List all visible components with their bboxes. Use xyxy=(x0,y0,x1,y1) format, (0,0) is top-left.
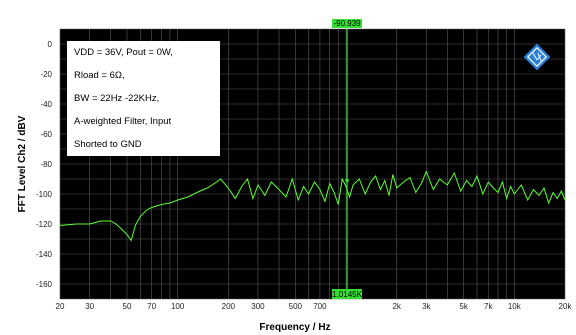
annotation-line-1: VDD = 36V, Pout = 0W, xyxy=(74,47,173,58)
y-tick-label: 0 xyxy=(48,40,53,49)
annotation-line-3: BW = 22Hz -22KHz, xyxy=(74,93,159,104)
y-tick-label: -40 xyxy=(40,100,52,109)
x-tick-label: 7k xyxy=(484,302,493,311)
y-tick-label: -100 xyxy=(36,190,53,199)
annotation-line-4: A-weighted Filter, Input xyxy=(74,116,172,127)
x-axis-title: Frequency / Hz xyxy=(259,322,330,333)
x-tick-label: 200 xyxy=(222,302,236,311)
x-tick-label: 100 xyxy=(171,302,185,311)
annotation-line-2: Rload = 6Ω, xyxy=(74,70,125,81)
x-tick-label: 500 xyxy=(289,302,303,311)
annotation-line-5: Shorted to GND xyxy=(74,139,142,150)
x-tick-label: 30 xyxy=(85,302,94,311)
y-tick-label: -140 xyxy=(36,250,53,259)
x-tick-label: 5k xyxy=(459,302,468,311)
cursor-level-tag xyxy=(332,19,363,28)
y-axis-title: FFT Level Ch2 / dBV xyxy=(17,115,28,212)
cursor-level-label: -90.939 xyxy=(333,19,361,28)
y-tick-label: -60 xyxy=(40,130,52,139)
annotation-background xyxy=(67,41,220,156)
cursor-frequency-label: 1.0145K xyxy=(332,290,362,299)
y-tick-label: -120 xyxy=(36,220,53,229)
x-tick-label: 700 xyxy=(313,302,327,311)
x-tick-label: 3k xyxy=(422,302,431,311)
series-line-0 xyxy=(59,170,566,242)
x-tick-label: 10k xyxy=(508,302,522,311)
cursor-point xyxy=(345,178,349,183)
x-tick-label: 70 xyxy=(147,302,156,311)
tick-labels: 20 30 50 70 100 200 300 500 700 2k 3k 5k 7k 10k 20k 0 -2… xyxy=(36,40,572,311)
x-tick-label: 300 xyxy=(251,302,265,311)
y-tick-label: -160 xyxy=(36,280,53,289)
annotation-box: VDD = 36V, Pout = 0W, Rload = 6Ω, BW = 2… xyxy=(67,41,220,156)
series-group xyxy=(59,170,566,242)
x-tick-label: 20k xyxy=(559,302,573,311)
x-tick-label: 20 xyxy=(56,302,65,311)
cursor-frequency-tag xyxy=(332,289,363,299)
cursor-marker[interactable]: -90.939 1.0145K xyxy=(332,19,363,299)
y-tick-label: -80 xyxy=(40,160,52,169)
x-tick-label: 2k xyxy=(392,302,401,311)
y-tick-label: -20 xyxy=(40,70,52,79)
x-tick-label: 50 xyxy=(123,302,132,311)
